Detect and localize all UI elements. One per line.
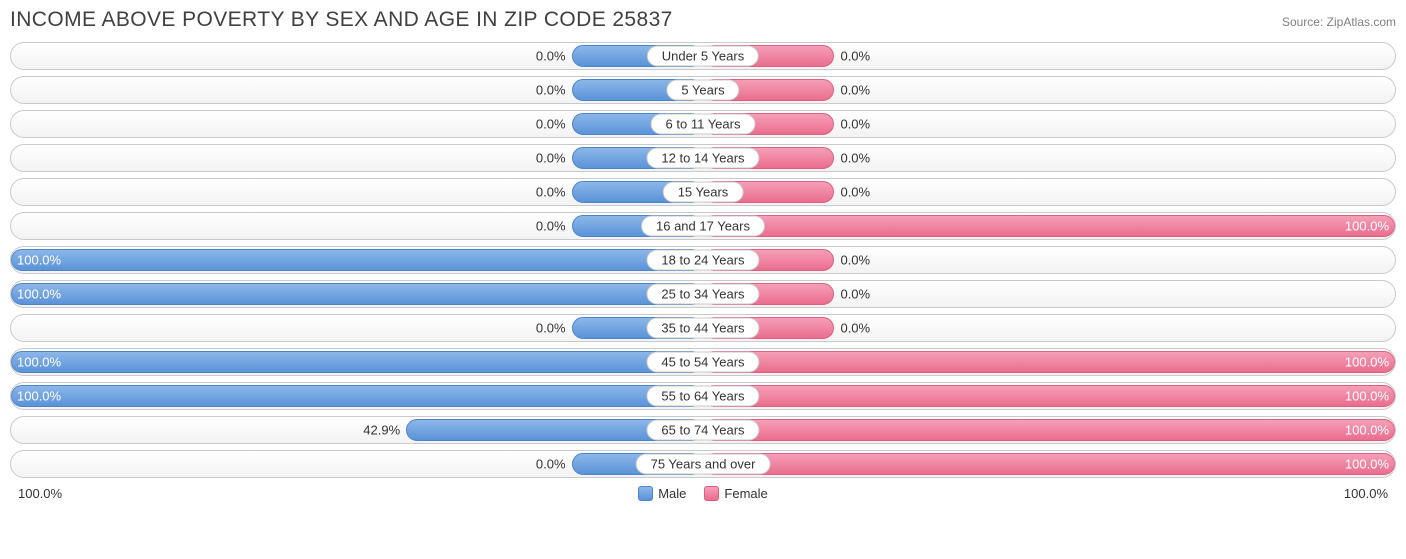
- female-value-label: 0.0%: [840, 253, 870, 268]
- category-label: Under 5 Years: [647, 46, 759, 67]
- female-value-label: 0.0%: [840, 321, 870, 336]
- category-label: 45 to 54 Years: [646, 352, 759, 373]
- chart-row: Under 5 Years 0.0% 0.0%: [10, 42, 1396, 70]
- chart-row: 35 to 44 Years 0.0% 0.0%: [10, 314, 1396, 342]
- male-bar: [11, 283, 703, 305]
- male-swatch-icon: [638, 486, 653, 501]
- chart-row: 55 to 64 Years 100.0% 100.0%: [10, 382, 1396, 410]
- chart-row: 6 to 11 Years 0.0% 0.0%: [10, 110, 1396, 138]
- category-label: 6 to 11 Years: [651, 114, 756, 135]
- chart-title: INCOME ABOVE POVERTY BY SEX AND AGE IN Z…: [10, 8, 673, 32]
- chart-row: 45 to 54 Years 100.0% 100.0%: [10, 348, 1396, 376]
- male-value-label: 0.0%: [536, 117, 566, 132]
- female-value-label: 0.0%: [840, 83, 870, 98]
- legend: Male Female: [62, 486, 1344, 501]
- male-value-label: 0.0%: [536, 219, 566, 234]
- female-bar: [703, 351, 1395, 373]
- female-value-label: 0.0%: [840, 117, 870, 132]
- female-bar: [703, 385, 1395, 407]
- chart-rows: Under 5 Years0.0%0.0%5 Years0.0%0.0%6 to…: [10, 42, 1396, 478]
- category-label: 25 to 34 Years: [646, 284, 759, 305]
- female-bar: [703, 419, 1395, 441]
- category-label: 12 to 14 Years: [646, 148, 759, 169]
- female-value-label: 100.0%: [1345, 423, 1389, 438]
- female-value-label: 0.0%: [840, 49, 870, 64]
- female-bar: [703, 453, 1395, 475]
- female-value-label: 0.0%: [840, 185, 870, 200]
- axis-left-label: 100.0%: [18, 486, 62, 501]
- male-bar: [11, 249, 703, 271]
- chart-header: INCOME ABOVE POVERTY BY SEX AND AGE IN Z…: [10, 8, 1396, 32]
- chart-row: 5 Years 0.0% 0.0%: [10, 76, 1396, 104]
- male-value-label: 0.0%: [536, 321, 566, 336]
- chart-row: 12 to 14 Years 0.0% 0.0%: [10, 144, 1396, 172]
- male-value-label: 42.9%: [363, 423, 400, 438]
- chart-row: 65 to 74 Years 42.9% 100.0%: [10, 416, 1396, 444]
- chart-source: Source: ZipAtlas.com: [1282, 15, 1396, 29]
- male-bar: [11, 385, 703, 407]
- male-value-label: 100.0%: [17, 389, 61, 404]
- category-label: 55 to 64 Years: [646, 386, 759, 407]
- male-value-label: 100.0%: [17, 287, 61, 302]
- male-value-label: 100.0%: [17, 355, 61, 370]
- female-value-label: 100.0%: [1345, 389, 1389, 404]
- male-value-label: 0.0%: [536, 83, 566, 98]
- female-value-label: 0.0%: [840, 287, 870, 302]
- chart-row: 18 to 24 Years 100.0% 0.0%: [10, 246, 1396, 274]
- legend-female: Female: [704, 486, 767, 501]
- legend-male-label: Male: [658, 486, 686, 501]
- chart-row: 75 Years and over 0.0% 100.0%: [10, 450, 1396, 478]
- category-label: 18 to 24 Years: [646, 250, 759, 271]
- category-label: 75 Years and over: [636, 454, 771, 475]
- male-value-label: 0.0%: [536, 49, 566, 64]
- axis-right-label: 100.0%: [1344, 486, 1388, 501]
- category-label: 65 to 74 Years: [646, 420, 759, 441]
- female-swatch-icon: [704, 486, 719, 501]
- chart-row: 16 and 17 Years 0.0% 100.0%: [10, 212, 1396, 240]
- chart-row: 15 Years 0.0% 0.0%: [10, 178, 1396, 206]
- male-bar: [11, 351, 703, 373]
- male-value-label: 100.0%: [17, 253, 61, 268]
- legend-male: Male: [638, 486, 686, 501]
- female-bar: [703, 215, 1395, 237]
- legend-female-label: Female: [724, 486, 767, 501]
- female-value-label: 0.0%: [840, 151, 870, 166]
- chart-row: 25 to 34 Years 100.0% 0.0%: [10, 280, 1396, 308]
- category-label: 15 Years: [663, 182, 744, 203]
- male-value-label: 0.0%: [536, 185, 566, 200]
- female-value-label: 100.0%: [1345, 219, 1389, 234]
- chart-footer: 100.0% Male Female 100.0%: [10, 486, 1396, 501]
- category-label: 5 Years: [666, 80, 739, 101]
- category-label: 16 and 17 Years: [641, 216, 765, 237]
- male-value-label: 0.0%: [536, 151, 566, 166]
- female-value-label: 100.0%: [1345, 355, 1389, 370]
- female-value-label: 100.0%: [1345, 457, 1389, 472]
- category-label: 35 to 44 Years: [646, 318, 759, 339]
- male-value-label: 0.0%: [536, 457, 566, 472]
- chart-container: INCOME ABOVE POVERTY BY SEX AND AGE IN Z…: [0, 0, 1406, 507]
